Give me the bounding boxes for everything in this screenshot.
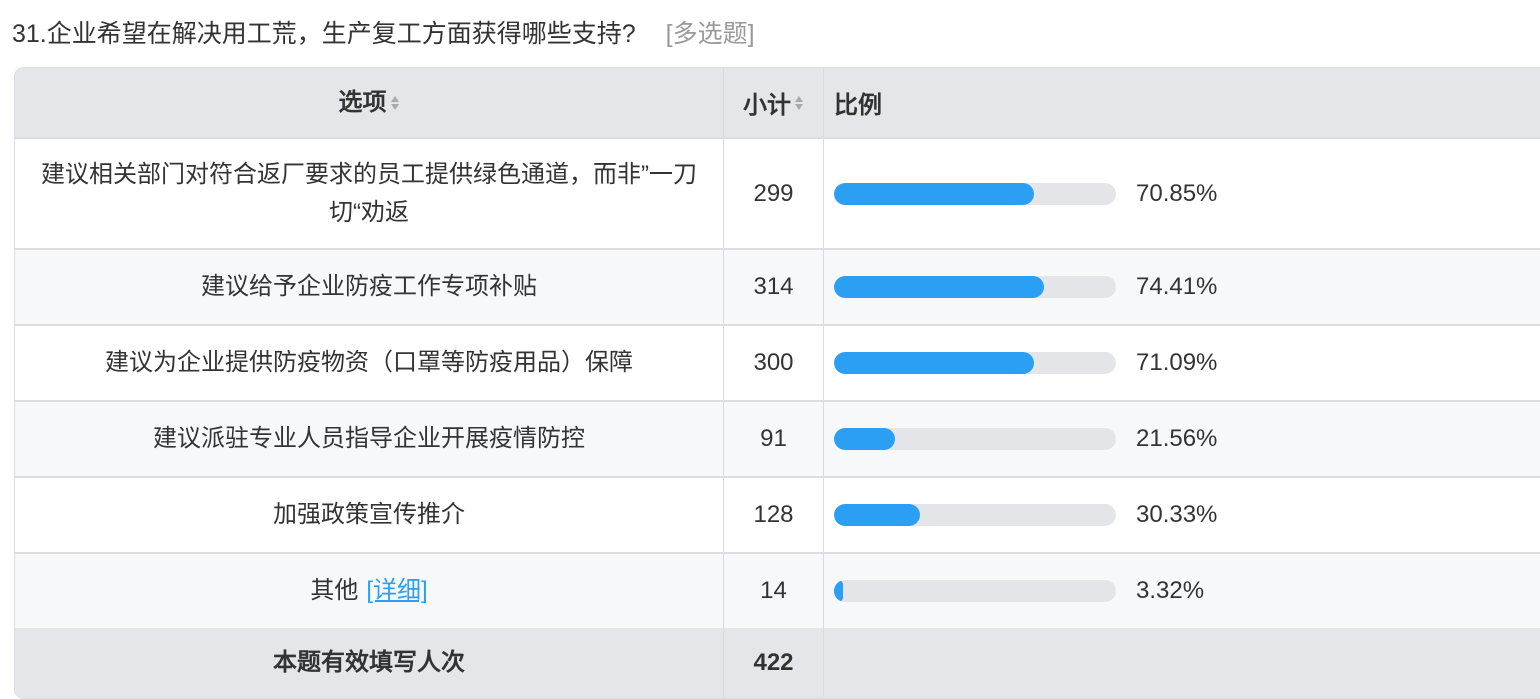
- progress-fill: [834, 182, 1034, 205]
- count-cell: 300: [724, 326, 824, 400]
- header-option-label: 选项: [338, 88, 387, 116]
- progress-bar: [834, 504, 1116, 526]
- results-table: 选项 小计 比例 建议相关部门对符合返厂要求的员工提供绿色通道，而非”一刀切“劝…: [14, 67, 1540, 699]
- option-cell: 建议为企业提供防疫物资（口罩等防疫用品）保障: [15, 326, 724, 400]
- sort-icon[interactable]: [794, 93, 804, 113]
- question-text: 31.企业希望在解决用工荒，生产复工方面获得哪些支持?: [12, 20, 636, 48]
- percent-label: 21.56%: [1136, 425, 1218, 452]
- table-row: 加强政策宣传推介 128 30.33%: [15, 478, 1540, 554]
- count-cell: 128: [724, 478, 824, 552]
- progress-fill: [834, 276, 1044, 298]
- percent-label: 30.33%: [1136, 501, 1218, 528]
- ratio-cell: 71.09%: [824, 326, 1540, 400]
- count-cell: 314: [724, 250, 824, 324]
- percent-label: 74.41%: [1136, 273, 1218, 300]
- header-count-label: 小计: [743, 92, 791, 119]
- option-cell: 其他 [详细]: [15, 554, 724, 628]
- table-row: 建议派驻专业人员指导企业开展疫情防控 91 21.56%: [15, 402, 1540, 478]
- sort-icon[interactable]: [390, 93, 400, 113]
- option-label: 建议派驻专业人员指导企业开展疫情防控: [153, 425, 585, 452]
- option-cell: 建议相关部门对符合返厂要求的员工提供绿色通道，而非”一刀切“劝返: [15, 139, 724, 248]
- progress-bar: [834, 428, 1116, 450]
- table-row: 建议为企业提供防疫物资（口罩等防疫用品）保障 300 71.09%: [15, 326, 1540, 402]
- detail-link[interactable]: [详细]: [366, 577, 428, 604]
- table-row: 其他 [详细] 14 3.32%: [15, 554, 1540, 628]
- progress-fill: [834, 504, 920, 526]
- progress-fill: [834, 428, 895, 450]
- option-cell: 建议给予企业防疫工作专项补贴: [15, 250, 724, 324]
- option-label: 建议为企业提供防疫物资（口罩等防疫用品）保障: [105, 349, 633, 376]
- ratio-cell: 21.56%: [824, 402, 1540, 476]
- table-footer: 本题有效填写人次 422: [15, 628, 1540, 698]
- question-title: 31.企业希望在解决用工荒，生产复工方面获得哪些支持? [多选题]: [12, 14, 755, 50]
- progress-fill: [834, 352, 1035, 374]
- ratio-cell: 70.85%: [824, 139, 1540, 248]
- option-label: 加强政策宣传推介: [273, 501, 465, 528]
- progress-fill: [834, 580, 844, 602]
- percent-label: 70.85%: [1136, 179, 1218, 207]
- ratio-cell: 3.32%: [824, 554, 1540, 628]
- header-option[interactable]: 选项: [15, 68, 724, 137]
- progress-bar: [834, 276, 1116, 298]
- table-row: 建议给予企业防疫工作专项补贴 314 74.41%: [15, 250, 1540, 326]
- progress-bar: [834, 352, 1116, 374]
- option-label: 其他: [310, 577, 359, 604]
- percent-label: 71.09%: [1136, 349, 1218, 376]
- footer-label: 本题有效填写人次: [15, 628, 724, 698]
- count-cell: 299: [724, 139, 824, 248]
- ratio-cell: 30.33%: [824, 478, 1540, 552]
- option-cell: 建议派驻专业人员指导企业开展疫情防控: [15, 402, 724, 476]
- option-cell: 加强政策宣传推介: [15, 478, 724, 552]
- header-ratio: 比例: [834, 92, 882, 119]
- percent-label: 3.32%: [1136, 577, 1205, 604]
- count-cell: 91: [724, 402, 824, 476]
- option-label: 建议相关部门对符合返厂要求的员工提供绿色通道，而非”一刀切“劝返: [41, 160, 697, 226]
- progress-bar: [834, 580, 1116, 602]
- footer-count: 422: [724, 628, 824, 698]
- header-count[interactable]: 小计: [724, 68, 824, 137]
- question-type: [多选题]: [665, 20, 755, 48]
- count-cell: 14: [724, 554, 824, 628]
- progress-bar: [834, 182, 1116, 205]
- table-header: 选项 小计 比例: [15, 68, 1540, 139]
- table-row: 建议相关部门对符合返厂要求的员工提供绿色通道，而非”一刀切“劝返 299 70.85…: [15, 139, 1540, 250]
- option-label: 建议给予企业防疫工作专项补贴: [201, 273, 537, 300]
- ratio-cell: 74.41%: [824, 250, 1540, 324]
- footer-empty: [824, 628, 1540, 698]
